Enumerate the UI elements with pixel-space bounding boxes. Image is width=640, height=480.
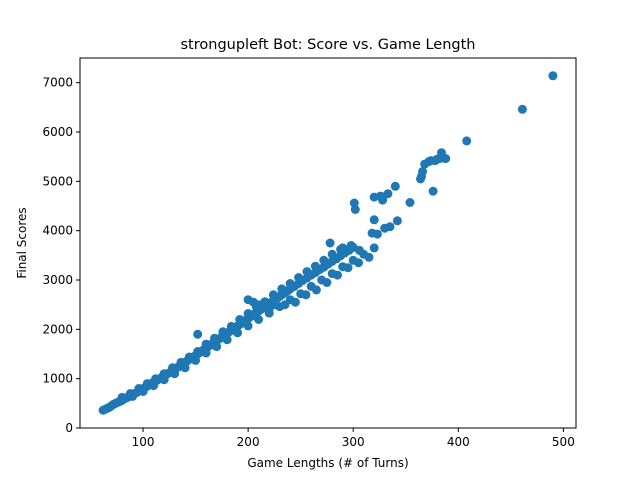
data-point: [333, 270, 342, 280]
data-point: [193, 329, 203, 339]
data-point: [180, 363, 190, 373]
y-tick-label: 6000: [42, 125, 73, 139]
data-point: [222, 335, 232, 345]
data-point: [310, 261, 320, 271]
data-point: [338, 243, 348, 253]
data-point: [385, 222, 395, 232]
data-point: [218, 327, 228, 337]
data-point: [254, 315, 264, 324]
data-point: [350, 205, 360, 214]
data-point: [201, 339, 211, 349]
data-point: [212, 342, 222, 352]
axes-frame: [79, 57, 577, 429]
y-tick-label: 5000: [42, 174, 73, 188]
data-point: [428, 186, 438, 196]
data-point: [441, 154, 451, 164]
data-point: [170, 369, 180, 379]
x-axis-ticks: 100 200 300 400 500: [132, 428, 575, 449]
data-point: [517, 104, 527, 114]
data-point: [325, 238, 335, 248]
data-point: [243, 321, 253, 331]
data-point: [277, 284, 287, 294]
data-point: [383, 189, 393, 199]
y-axis-ticks: 0 1000 2000 3000 4000 5000 6000 7000: [42, 76, 80, 435]
data-point: [294, 273, 304, 282]
data-point: [462, 136, 472, 146]
data-point: [327, 249, 337, 259]
data-point: [117, 392, 127, 402]
data-point: [268, 290, 278, 300]
data-point: [369, 243, 379, 253]
data-point: [193, 347, 203, 356]
data-point: [285, 279, 295, 288]
data-point: [301, 290, 311, 300]
y-tick-label: 0: [65, 421, 73, 435]
data-point: [311, 285, 321, 295]
data-point: [354, 258, 363, 268]
x-tick-label: 100: [132, 435, 155, 449]
data-point: [364, 252, 374, 262]
data-point: [418, 167, 428, 176]
y-tick-label: 1000: [42, 372, 73, 386]
y-axis-title: Final Scores: [15, 207, 29, 278]
data-point: [233, 328, 243, 338]
data-point: [280, 300, 290, 310]
data-point: [151, 374, 161, 384]
data-point: [226, 321, 236, 331]
x-tick-label: 500: [552, 435, 575, 449]
data-point: [322, 278, 332, 287]
x-axis-title: Game Lengths (# of Turns): [247, 456, 408, 470]
data-point: [302, 267, 312, 277]
data-point: [378, 195, 388, 205]
data-point: [290, 297, 300, 307]
y-tick-label: 3000: [42, 273, 73, 287]
data-point: [210, 333, 219, 343]
data-point: [392, 216, 402, 226]
data-point: [149, 381, 159, 391]
data-point: [201, 348, 211, 358]
y-tick-label: 4000: [42, 224, 73, 238]
data-point: [343, 263, 353, 273]
data-point: [372, 229, 382, 239]
data-point: [548, 71, 558, 81]
data-point: [355, 245, 364, 255]
chart-title: strongupleft Bot: Score vs. Game Length: [181, 37, 476, 53]
y-tick-label: 7000: [42, 76, 73, 90]
data-point: [390, 181, 400, 191]
data-point: [191, 355, 201, 365]
data-point: [346, 241, 356, 250]
data-point: [319, 255, 329, 265]
data-point: [269, 300, 279, 310]
x-tick-label: 200: [237, 435, 260, 449]
data-point: [405, 198, 415, 207]
x-tick-label: 300: [342, 435, 365, 449]
data-point: [235, 315, 245, 324]
x-tick-label: 400: [447, 435, 470, 449]
data-point: [138, 387, 148, 396]
data-point: [243, 309, 253, 318]
data-point: [159, 375, 169, 385]
data-points: [98, 71, 558, 415]
data-point: [369, 215, 379, 225]
y-tick-label: 2000: [42, 322, 73, 336]
data-point: [128, 391, 137, 401]
